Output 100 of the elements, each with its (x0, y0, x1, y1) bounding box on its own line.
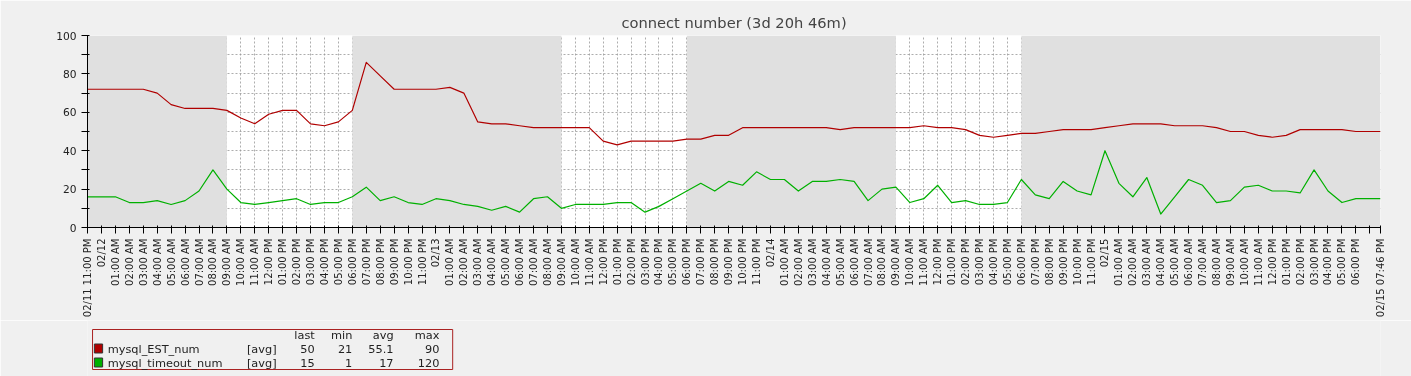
x-tick-label: 06:00 AM (1183, 238, 1195, 286)
x-tick-label: 11:00 AM (249, 238, 261, 286)
x-tick-label: 07:00 PM (360, 238, 372, 286)
x-tick-label: 09:00 AM (221, 238, 233, 286)
text: 1 (345, 355, 353, 370)
x-tick-label: 12:00 PM (932, 238, 944, 286)
x-tick-label: 10:00 AM (569, 238, 581, 286)
x-tick-label: 11:00 AM (1252, 238, 1264, 286)
x-tick-label: 03:00 PM (974, 238, 986, 286)
x-tick-label: 05:00 PM (667, 238, 679, 286)
x-tick-label: 01:00 PM (277, 238, 289, 286)
x-tick-label: 02:00 PM (1294, 238, 1306, 286)
x-tick-label: 10:00 PM (1071, 238, 1083, 286)
x-tick-label: 11:00 AM (583, 238, 595, 286)
y-tick-label: 100 (56, 29, 77, 43)
x-tick-label: 04:00 PM (318, 238, 330, 286)
x-tick-label: 01:00 AM (1113, 238, 1125, 286)
text: [avg] (246, 341, 277, 356)
y-tick-label: 80 (62, 67, 77, 81)
x-tick-label: 02:00 AM (1127, 238, 1139, 286)
x-tick-label: 02:00 PM (625, 238, 637, 286)
y-tick-label: 60 (62, 106, 77, 120)
x-tick-label: 03:00 PM (1308, 238, 1320, 286)
x-tick-label: 11:00 PM (1085, 238, 1097, 286)
text: [avg] (246, 355, 277, 370)
x-tick-label: 09:00 AM (890, 238, 902, 286)
x-tick-label: 09:00 PM (1057, 238, 1069, 286)
x-tick-label: 02/11 11:00 PM (82, 238, 93, 318)
x-tick-label: 08:00 PM (374, 238, 386, 286)
x-tick-label: 02:00 AM (792, 238, 804, 286)
x-tick-label: 08:00 AM (207, 238, 219, 286)
y-tick-label: 40 (62, 144, 77, 158)
y-tick-label: 20 (62, 183, 77, 197)
x-tick-label: 04:00 AM (1155, 238, 1167, 286)
x-tick-label: 05:00 AM (165, 238, 177, 286)
x-tick-label: 03:00 PM (639, 238, 651, 286)
x-tick-label: 10:00 AM (904, 238, 916, 286)
x-tick-label: 08:00 AM (541, 238, 553, 286)
y-tick-label: 0 (69, 221, 77, 235)
text: 50 (300, 341, 315, 356)
x-tick-label: 02/15 07:46 PM (1375, 238, 1386, 318)
x-tick-label: 06:00 AM (179, 238, 191, 286)
text: max (414, 327, 440, 342)
text: 90 (424, 341, 440, 356)
legend-label: mysql_timeout_num (107, 355, 223, 370)
x-tick-label: 05:00 AM (1169, 238, 1181, 286)
x-tick-label: 08:00 PM (1043, 238, 1055, 286)
x-tick-label: 03:00 AM (806, 238, 818, 286)
x-tick-label: 09:00 AM (555, 238, 567, 286)
x-tick-label: 05:00 PM (1336, 238, 1348, 286)
x-tick-label: 03:00 AM (137, 238, 149, 286)
x-tick-label: 02/15 (1099, 238, 1111, 268)
x-tick-label: 12:00 PM (263, 238, 275, 286)
x-tick-label: 04:00 PM (987, 238, 999, 286)
x-tick-label: 07:00 PM (1029, 238, 1041, 286)
x-tick-label: 11:00 PM (751, 238, 763, 286)
x-tick-label: 10:00 AM (235, 238, 247, 286)
x-tick-label: 10:00 PM (737, 238, 749, 286)
x-tick-label: 03:00 AM (1141, 238, 1153, 286)
text: 55.1 (368, 341, 394, 356)
x-tick-label: 01:00 PM (611, 238, 623, 286)
text: 120 (417, 355, 440, 370)
x-tick-label: 07:00 PM (695, 238, 707, 286)
x-tick-label: 09:00 AM (1224, 238, 1236, 286)
chart-title: connect number (3d 20h 46m) (621, 13, 847, 31)
x-tick-label: 03:00 PM (305, 238, 317, 286)
x-tick-label: 05:00 AM (834, 238, 846, 286)
x-tick-label: 01:00 AM (778, 238, 790, 286)
x-tick-label: 01:00 PM (1280, 238, 1292, 286)
x-tick-label: 07:00 AM (1197, 238, 1209, 286)
x-tick-label: 08:00 PM (709, 238, 721, 286)
x-tick-label: 02:00 AM (458, 238, 470, 286)
x-tick-label: 05:00 PM (1001, 238, 1013, 286)
x-tick-label: 04:00 AM (151, 238, 163, 286)
x-tick-label: 06:00 AM (514, 238, 526, 286)
x-tick-label: 04:00 PM (1322, 238, 1334, 286)
x-tick-label: 01:00 AM (444, 238, 456, 286)
x-tick-label: 05:00 AM (500, 238, 512, 286)
x-tick-label: 12:00 PM (1266, 238, 1278, 286)
text: avg (372, 327, 394, 342)
text: 17 (379, 355, 394, 370)
x-tick-label: 10:00 AM (1238, 238, 1250, 286)
x-tick-label: 06:00 PM (1350, 238, 1362, 286)
x-tick-label: 02:00 PM (291, 238, 303, 286)
x-tick-label: 08:00 AM (876, 238, 888, 286)
x-tick-label: 02:00 AM (123, 238, 135, 286)
x-tick-label: 06:00 PM (1015, 238, 1027, 286)
x-tick-label: 12:00 PM (597, 238, 609, 286)
x-tick-label: 08:00 AM (1210, 238, 1222, 286)
x-tick-label: 10:00 PM (402, 238, 414, 286)
x-tick-label: 09:00 PM (723, 238, 735, 286)
x-tick-label: 07:00 AM (528, 238, 540, 286)
legend-label: mysql_EST_num (107, 341, 200, 356)
x-tick-label: 06:00 PM (681, 238, 693, 286)
x-tick-label: 07:00 AM (193, 238, 205, 286)
x-tick-label: 02:00 PM (960, 238, 972, 286)
x-tick-label: 01:00 PM (946, 238, 958, 286)
x-tick-label: 11:00 AM (918, 238, 930, 286)
x-tick-label: 11:00 PM (416, 238, 428, 286)
x-tick-label: 04:00 AM (820, 238, 832, 286)
